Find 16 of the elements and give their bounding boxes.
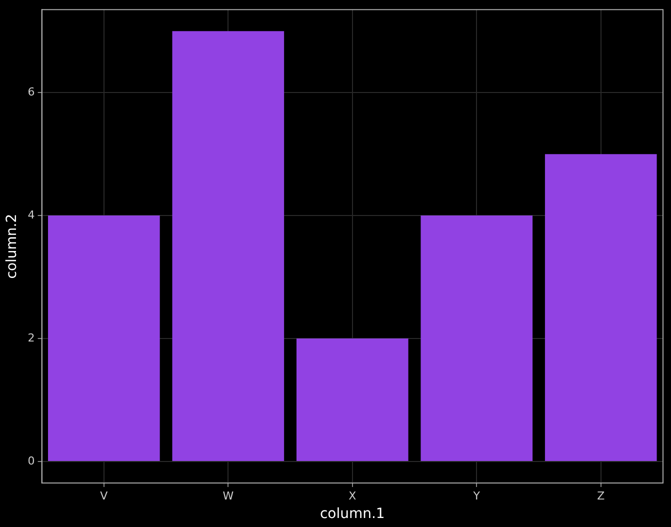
x-tick-label: Y [472, 489, 480, 502]
bar [420, 216, 533, 461]
y-tick-label: 2 [28, 331, 35, 344]
y-tick-label: 4 [28, 208, 35, 222]
y-tick-label: 6 [28, 85, 35, 98]
y-axis-title: column.2 [4, 214, 20, 279]
bar [48, 216, 160, 461]
y-tick-label: 0 [28, 454, 35, 468]
bar [296, 338, 408, 461]
x-axis-title: column.1 [320, 506, 385, 522]
x-tick-label: V [100, 489, 108, 502]
x-tick-label: Z [597, 489, 606, 502]
x-tick-label: W [222, 489, 234, 502]
x-tick-label: X [348, 489, 357, 502]
bar [544, 154, 657, 461]
bar [172, 31, 284, 461]
